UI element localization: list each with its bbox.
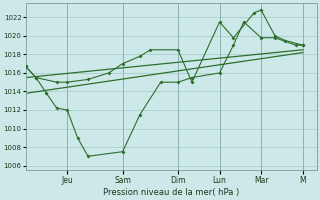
X-axis label: Pression niveau de la mer( hPa ): Pression niveau de la mer( hPa ) <box>103 188 239 197</box>
